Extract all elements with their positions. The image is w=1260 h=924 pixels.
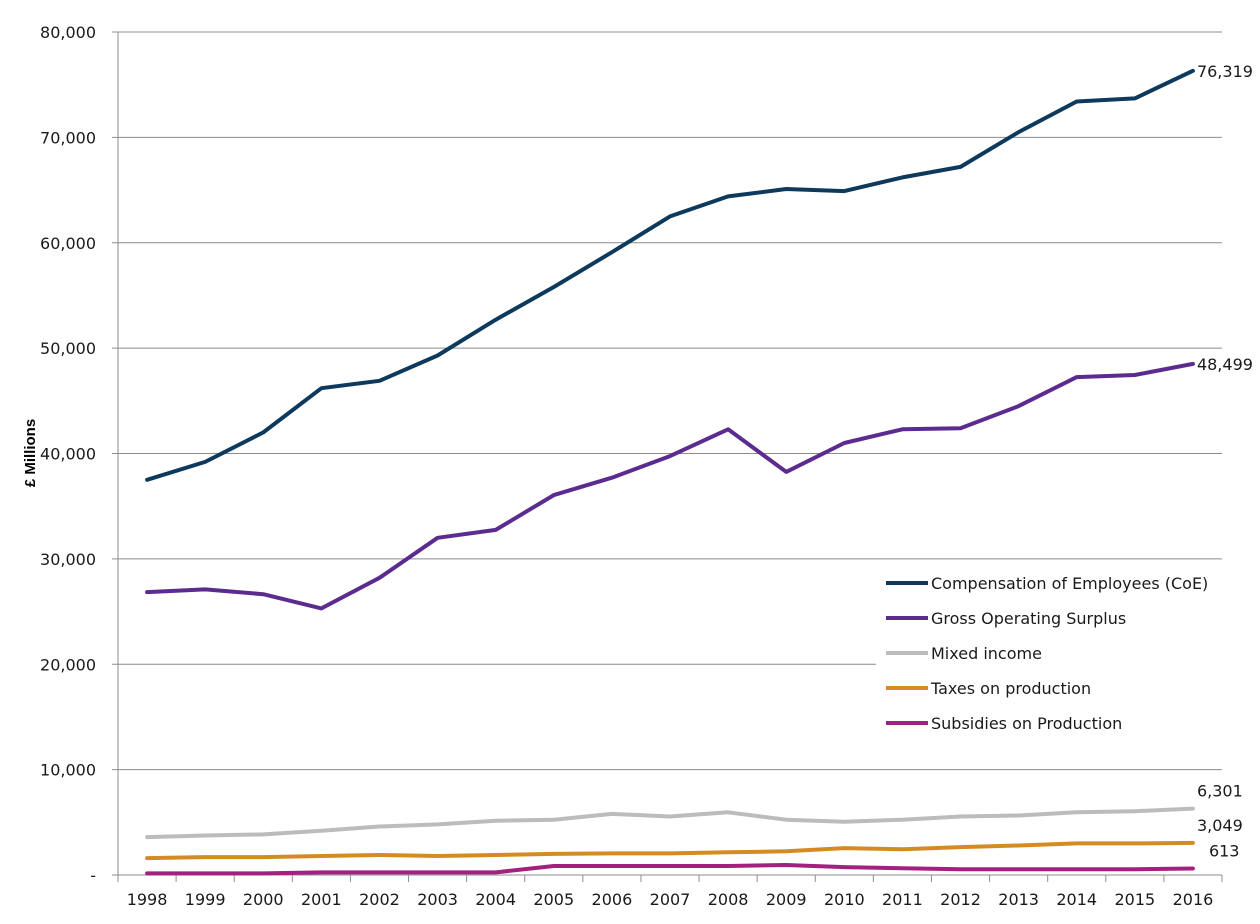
y-tick-label: 10,000 — [40, 761, 96, 780]
axes — [112, 32, 1222, 882]
x-tick-label: 1999 — [185, 890, 226, 909]
series-line-2 — [145, 806, 1195, 840]
y-tick-label: 50,000 — [40, 339, 96, 358]
legend-label: Mixed income — [931, 644, 1042, 663]
end-data-label: 76,319 — [1197, 62, 1253, 81]
x-tick-label: 2015 — [1114, 890, 1155, 909]
x-tick-label: 2008 — [708, 890, 749, 909]
x-tick-label: 2003 — [417, 890, 458, 909]
legend-label: Taxes on production — [930, 679, 1091, 698]
x-tick-label: 2016 — [1173, 890, 1214, 909]
x-tick-label: 2014 — [1056, 890, 1097, 909]
y-axis-title: £ Millions — [22, 419, 39, 487]
x-tick-label: 2004 — [475, 890, 516, 909]
series-line-1 — [145, 361, 1195, 611]
series-line-3 — [145, 840, 1195, 861]
legend-label: Subsidies on Production — [931, 714, 1122, 733]
end-data-label: 6,301 — [1197, 782, 1243, 801]
y-tick-label: 20,000 — [40, 655, 96, 674]
y-tick-label: 40,000 — [40, 445, 96, 464]
x-tick-label: 2006 — [592, 890, 633, 909]
x-axis-ticks: 1998 1999 2000 2001 2002 2003 2004 2005 2006 2007… — [117, 875, 1223, 909]
legend-background — [876, 564, 1226, 742]
x-tick-label: 2009 — [766, 890, 807, 909]
series-line-4 — [145, 863, 1195, 876]
x-tick-label: 2000 — [243, 890, 284, 909]
y-axis-ticks: - 10,000 20,000 30,000 40,000 50,000 60,000 70,… — [40, 23, 118, 885]
legend: Compensation of Employees (CoE) Gross Ope… — [876, 564, 1226, 742]
x-tick-label: 2002 — [359, 890, 400, 909]
gridlines — [118, 31, 1222, 771]
x-tick-label: 2013 — [998, 890, 1039, 909]
x-tick-label: 2012 — [940, 890, 981, 909]
series-line-0 — [145, 68, 1195, 482]
x-tick-label: 2005 — [533, 890, 574, 909]
end-data-label: 613 — [1209, 842, 1240, 861]
y-tick-label: 80,000 — [40, 23, 96, 42]
legend-label: Gross Operating Surplus — [931, 609, 1126, 628]
y-tick-label: 30,000 — [40, 550, 96, 569]
y-tick-label: 60,000 — [40, 234, 96, 253]
x-tick-label: 2007 — [650, 890, 691, 909]
y-tick-label: 70,000 — [40, 128, 96, 147]
series-lines — [145, 68, 1195, 876]
x-tick-label: 2001 — [301, 890, 342, 909]
end-data-label: 3,049 — [1197, 816, 1243, 835]
x-tick-label: 2010 — [824, 890, 865, 909]
legend-label: Compensation of Employees (CoE) — [931, 574, 1208, 593]
x-tick-label: 1998 — [127, 890, 168, 909]
end-data-label: 48,499 — [1197, 355, 1253, 374]
data-labels: 76,319 48,499 6,301 3,049 613 — [1197, 62, 1253, 861]
x-tick-label: 2011 — [882, 890, 923, 909]
y-tick-label: - — [90, 866, 96, 885]
